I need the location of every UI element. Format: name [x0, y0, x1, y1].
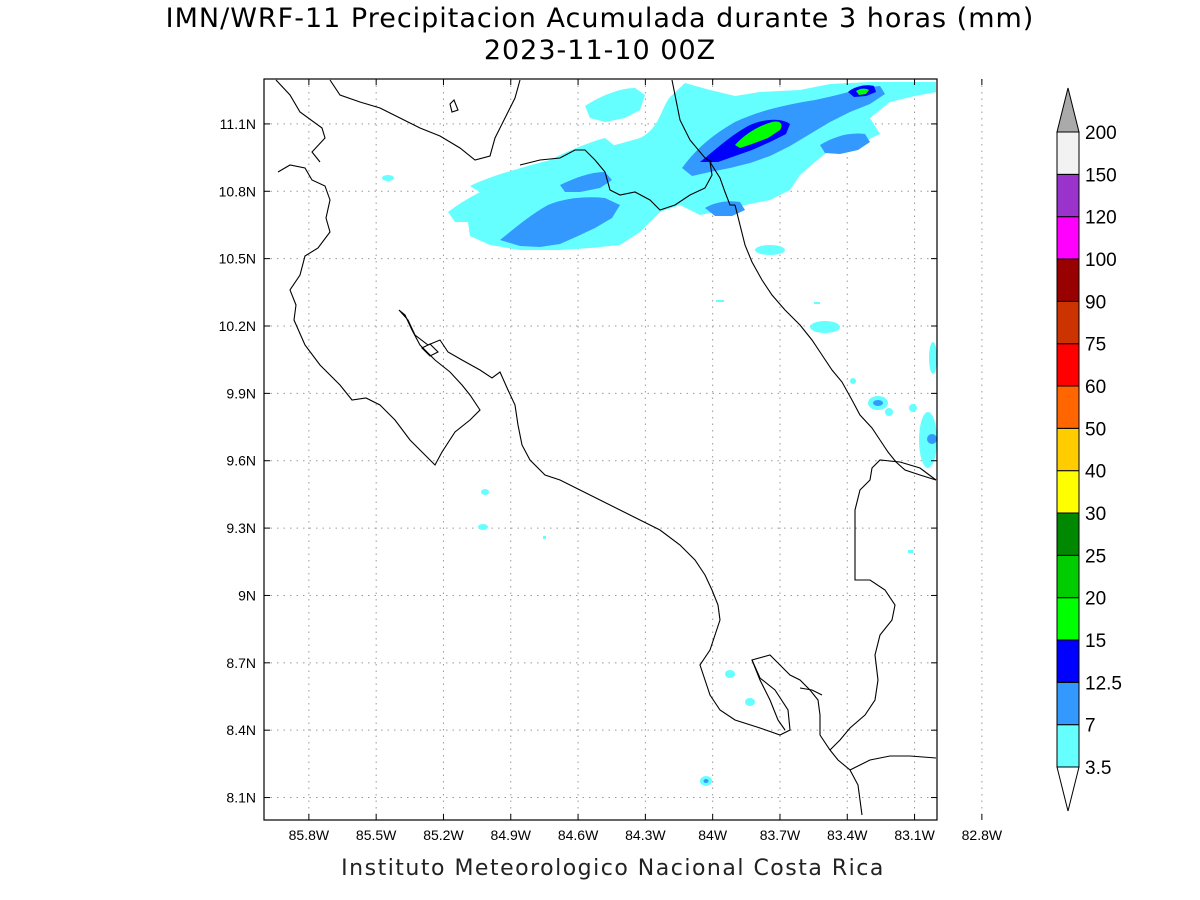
colorbar-swatch [1056, 639, 1080, 683]
precip-cell-dot-3 [908, 550, 913, 553]
colorbar-swatch [1056, 173, 1080, 218]
colorbar-label: 50 [1085, 419, 1106, 440]
colorbar-label: 25 [1085, 546, 1106, 567]
colorbar-legend: 3.5 7 12.5 15 20 25 30 40 50 60 75 90 100 120 150 200 [1056, 87, 1122, 812]
tick-label-lon: 84.9W [491, 827, 532, 843]
colorbar-swatch [1056, 385, 1080, 429]
colorbar-label: 12.5 [1085, 673, 1122, 694]
tick-label-lat: 11.1N [220, 116, 256, 132]
colorbar-triangle-top [1056, 87, 1080, 133]
tick-label-lon: 85.8W [289, 827, 330, 843]
colorbar-label: 7 [1085, 716, 1096, 737]
colorbar-label: 60 [1085, 377, 1106, 398]
coastlines [275, 79, 937, 816]
map-axes: 85.8W 85.5W 85.2W 84.9W 84.6W 84.3W 84W 83.7W 83… [219, 79, 1003, 843]
island-gulf-nicoya [421, 343, 439, 357]
colorbar-label: 15 [1085, 631, 1106, 652]
precip-cell-dot-4 [543, 536, 546, 539]
colorbar-label: 150 [1085, 165, 1117, 186]
colorbar-label: 90 [1085, 292, 1106, 313]
tick-label-lat: 10.2N [219, 318, 256, 334]
tick-label-lon: 83.7W [760, 827, 801, 843]
precip-cell-caribbean-3 [755, 245, 785, 255]
precip-cell-caribbean-6 [850, 378, 856, 384]
map-subtitle-date: 2023-11-10 00Z [483, 35, 717, 66]
footer-credit: Instituto Meteorologico Nacional Costa R… [341, 856, 885, 881]
precip-cell-caribbean-5 [929, 342, 937, 374]
colorbar-label: 120 [1085, 208, 1117, 229]
tick-label-lat: 9.6N [226, 453, 256, 469]
gridlines [264, 79, 983, 820]
precip-area-north-top [585, 88, 645, 122]
precip-area-green-core [735, 121, 782, 148]
colorbar-label: 100 [1085, 250, 1117, 271]
colorbar-swatch [1056, 597, 1080, 641]
colorbar-swatch [1056, 470, 1080, 514]
tick-label-lon: 85.2W [423, 827, 464, 843]
colorbar-swatch [1056, 724, 1080, 768]
precip-area-green-ne [856, 88, 869, 95]
coastline-nicaragua-lake [275, 79, 521, 163]
colorbar-swatch [1056, 343, 1080, 387]
precip-cell-pacific-5b [703, 779, 709, 783]
tick-label-lon: 83.1W [894, 827, 935, 843]
precip-cell-dot-2 [814, 302, 820, 304]
colorbar-label: 30 [1085, 504, 1106, 525]
precip-area-blue-ne [820, 133, 870, 154]
coastline-caribbean [734, 204, 937, 481]
colorbar-label: 200 [1085, 123, 1117, 144]
precip-area-north-left [470, 138, 620, 192]
island-north [449, 99, 459, 113]
precip-cell-caribbean-2b [873, 400, 883, 406]
colorbar-swatch [1056, 681, 1080, 726]
tick-label-lat: 9.3N [226, 520, 256, 536]
precip-cell-caribbean-1 [810, 321, 840, 333]
precip-cell-caribbean-8 [909, 404, 917, 412]
colorbar-triangle-bottom [1056, 766, 1080, 812]
tick-label-lon: 85.5W [356, 827, 397, 843]
colorbar-label: 3.5 [1085, 758, 1111, 779]
tick-label-lon: 84.3W [625, 827, 666, 843]
border-panama [829, 459, 937, 771]
precip-cell-caribbean-4b [927, 434, 937, 444]
colorbar-swatch [1056, 554, 1080, 599]
tick-label-lat: 8.7N [226, 655, 256, 671]
colorbar-swatch [1056, 258, 1080, 302]
tick-label-lat: 8.4N [226, 722, 256, 738]
precip-area-blue-west2 [560, 172, 612, 192]
precip-cell-pacific-1 [481, 489, 489, 495]
tick-label-lon: 82.8W [962, 827, 1003, 843]
map-title: IMN/WRF-11 Precipitacion Acumulada duran… [165, 3, 1035, 34]
tick-label-lon: 84.6W [558, 827, 599, 843]
colorbar-swatch [1056, 300, 1080, 345]
colorbar-label: 75 [1085, 335, 1106, 356]
tick-label-lon: 84W [698, 827, 728, 843]
colorbar-swatch [1056, 131, 1080, 175]
tick-label-lon: 83.4W [827, 827, 868, 843]
border-nicaragua [519, 149, 735, 211]
colorbar-label: 40 [1085, 462, 1106, 483]
precip-cell-pacific-2 [478, 524, 488, 530]
map-frame [263, 78, 938, 821]
precip-cell-pacific-4 [745, 698, 755, 706]
tick-label-lat: 9.9N [226, 385, 256, 401]
coastline-osa [751, 659, 823, 731]
precip-cell-dot-1 [716, 300, 724, 302]
tick-label-lat: 9N [238, 587, 256, 603]
precipitation-field [382, 82, 937, 786]
precip-cell-pacific-3 [725, 670, 735, 678]
precip-area-blue-west [500, 197, 620, 247]
tick-label-lat: 10.5N [219, 251, 256, 267]
tick-label-lat: 8.1N [226, 790, 256, 806]
colorbar-swatch [1056, 512, 1080, 556]
tick-label-lat: 10.8N [219, 183, 256, 199]
precip-cell-nw [382, 175, 394, 181]
border-san-juan [671, 79, 713, 163]
colorbar-swatch [1056, 216, 1080, 260]
coastline-pacific [277, 164, 863, 816]
precip-cell-caribbean-7 [885, 408, 893, 416]
colorbar-label: 20 [1085, 589, 1106, 610]
colorbar-swatch [1056, 427, 1080, 472]
